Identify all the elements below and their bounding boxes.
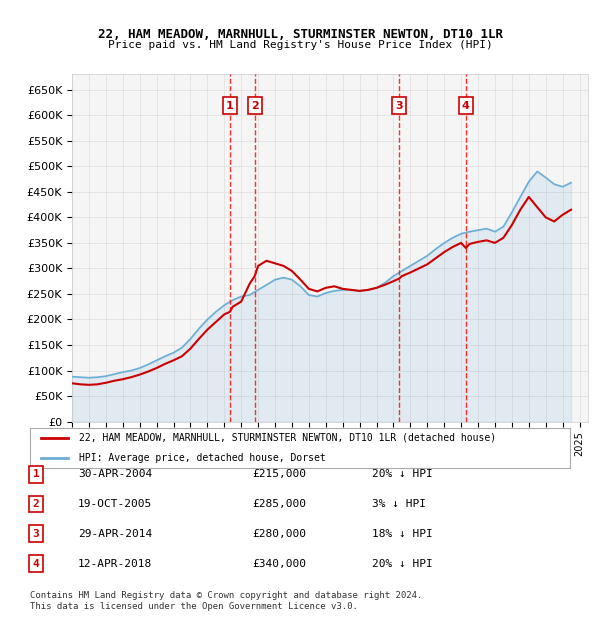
Text: 20% ↓ HPI: 20% ↓ HPI: [372, 469, 433, 479]
Text: 3: 3: [395, 100, 403, 110]
Text: 2: 2: [32, 499, 40, 509]
Text: 4: 4: [32, 559, 40, 569]
Text: 12-APR-2018: 12-APR-2018: [78, 559, 152, 569]
Text: 1: 1: [32, 469, 40, 479]
Text: 19-OCT-2005: 19-OCT-2005: [78, 499, 152, 509]
Text: 22, HAM MEADOW, MARNHULL, STURMINSTER NEWTON, DT10 1LR: 22, HAM MEADOW, MARNHULL, STURMINSTER NE…: [97, 28, 503, 41]
Text: 3: 3: [32, 529, 40, 539]
Text: 22, HAM MEADOW, MARNHULL, STURMINSTER NEWTON, DT10 1LR (detached house): 22, HAM MEADOW, MARNHULL, STURMINSTER NE…: [79, 433, 496, 443]
Text: 30-APR-2004: 30-APR-2004: [78, 469, 152, 479]
Text: 4: 4: [462, 100, 470, 110]
Text: HPI: Average price, detached house, Dorset: HPI: Average price, detached house, Dors…: [79, 453, 325, 463]
Text: £340,000: £340,000: [252, 559, 306, 569]
Text: Contains HM Land Registry data © Crown copyright and database right 2024.
This d: Contains HM Land Registry data © Crown c…: [30, 591, 422, 611]
Text: £285,000: £285,000: [252, 499, 306, 509]
Text: 3% ↓ HPI: 3% ↓ HPI: [372, 499, 426, 509]
Text: £215,000: £215,000: [252, 469, 306, 479]
Text: 18% ↓ HPI: 18% ↓ HPI: [372, 529, 433, 539]
Text: 20% ↓ HPI: 20% ↓ HPI: [372, 559, 433, 569]
Text: 1: 1: [226, 100, 234, 110]
Text: 2: 2: [251, 100, 259, 110]
Text: Price paid vs. HM Land Registry's House Price Index (HPI): Price paid vs. HM Land Registry's House …: [107, 40, 493, 50]
Text: 29-APR-2014: 29-APR-2014: [78, 529, 152, 539]
Text: £280,000: £280,000: [252, 529, 306, 539]
